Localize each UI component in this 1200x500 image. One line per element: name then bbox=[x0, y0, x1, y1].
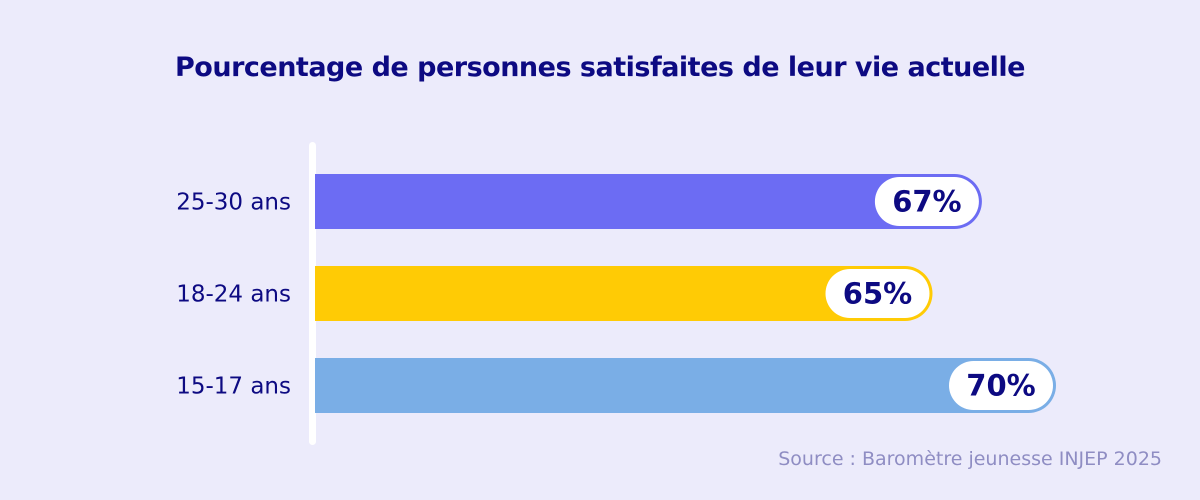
bars-group: 25-30 ans 67% 18-24 ans 65% 15-17 ans 70% bbox=[176, 174, 1056, 413]
value-label: 65% bbox=[843, 277, 912, 311]
value-label: 70% bbox=[966, 369, 1035, 403]
source-note: Source : Baromètre jeunesse INJEP 2025 bbox=[778, 448, 1162, 470]
value-pill bbox=[825, 269, 930, 318]
chart-title: Pourcentage de personnes satisfaites de … bbox=[175, 52, 1025, 83]
bar bbox=[315, 174, 982, 229]
value-label: 67% bbox=[892, 185, 961, 219]
y-axis-line bbox=[309, 142, 316, 445]
category-label: 15-17 ans bbox=[176, 374, 291, 400]
category-label: 18-24 ans bbox=[176, 282, 291, 308]
bar bbox=[315, 266, 933, 321]
bar bbox=[315, 358, 1056, 413]
category-label: 25-30 ans bbox=[176, 190, 291, 216]
value-pill bbox=[874, 177, 979, 226]
value-pill bbox=[949, 361, 1053, 410]
